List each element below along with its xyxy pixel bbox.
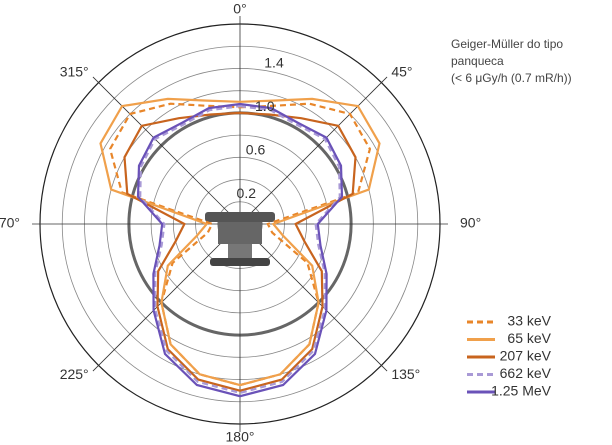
theta-tick-label: 90° (460, 215, 481, 231)
spoke (239, 223, 388, 372)
spoke (92, 223, 241, 372)
series-line (123, 111, 357, 392)
r-tick-label: 0.6 (246, 142, 266, 158)
theta-tick-label: 225° (60, 366, 89, 382)
theta-tick-label: 45° (391, 63, 412, 79)
spoke (92, 76, 241, 225)
legend-label: 662 keV (500, 365, 552, 381)
spoke (239, 76, 388, 225)
r-tick-label: 1.0 (255, 98, 275, 114)
detector-icon (205, 212, 275, 266)
legend-label: 33 keV (507, 313, 551, 329)
theta-tick-label: 135° (391, 366, 420, 382)
theta-tick-label: 270° (0, 215, 20, 231)
series-line (136, 102, 344, 398)
theta-tick-label: 0° (233, 1, 246, 17)
theta-tick-label: 315° (60, 63, 89, 79)
legend-label: 207 keV (500, 348, 552, 364)
legend-label: 1.25 MeV (491, 383, 552, 399)
annotation: Geiger-Müller do tipo (451, 37, 563, 51)
series-line (139, 105, 341, 395)
series-line (99, 97, 381, 387)
annotation: (< 6 μGy/h (0.7 mR/h)) (451, 71, 572, 85)
legend-label: 65 keV (507, 330, 551, 346)
annotation: panqueca (451, 54, 504, 68)
plot (99, 97, 381, 398)
r-tick-label: 1.4 (264, 55, 284, 71)
theta-tick-label: 180° (226, 429, 255, 445)
r-tick-label: 0.2 (237, 185, 257, 201)
